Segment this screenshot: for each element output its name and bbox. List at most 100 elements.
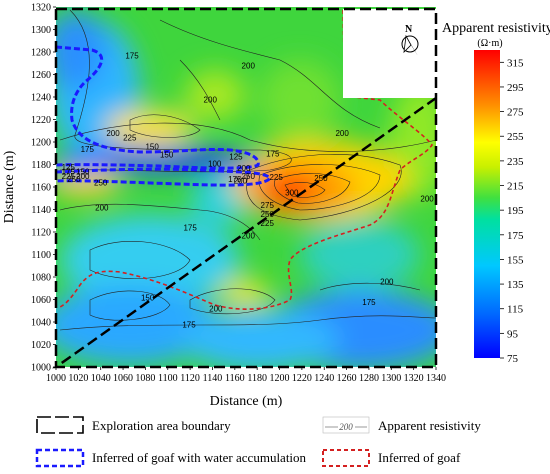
unexplored-area — [343, 9, 436, 98]
legend-label-apparent-resistivity: Apparent resistivity — [378, 418, 481, 433]
north-label: N — [405, 24, 413, 35]
contour-label: 250 — [314, 174, 328, 183]
y-tick-label: 1280 — [31, 48, 51, 59]
contour-label: 300 — [285, 189, 299, 198]
y-tick-label: 1180 — [31, 160, 51, 171]
colorbar-tick-label: 75 — [507, 353, 519, 365]
x-tick-label: 1220 — [292, 373, 312, 384]
contour-label: 150 — [141, 293, 155, 302]
x-tick-label: 1060 — [113, 373, 133, 384]
colorbar-gradient — [474, 50, 500, 358]
contour-label: 225 — [62, 172, 76, 181]
contour-lines — [59, 9, 436, 331]
x-tick-label: 1080 — [135, 373, 155, 384]
x-tick-label: 1120 — [180, 373, 200, 384]
y-axis-ticks: 1000 1020 1040 1060 1080 1100 1120 1140 1160 1180… — [31, 3, 56, 374]
colorbar-tick-label: 315 — [507, 57, 524, 69]
contour-label: 200 — [76, 172, 90, 181]
colorbar-unit: (Ω·m) — [477, 38, 502, 49]
x-tick-label: 1260 — [337, 373, 357, 384]
legend-sample-200: 200 — [339, 422, 353, 432]
exploration-area-boundary — [52, 7, 438, 369]
colorbar-tick-label: 215 — [507, 181, 524, 193]
colorbar-tick-label: 95 — [507, 328, 519, 340]
y-tick-label: 1260 — [31, 70, 51, 81]
contour-label: 175 — [62, 167, 76, 176]
colorbar: Apparent resistivity (Ω·m) 315 295 275 255 2… — [442, 21, 550, 365]
x-axis-label: Distance (m) — [210, 394, 283, 409]
contour-label: 175 — [228, 175, 242, 184]
contour-label: 150 — [145, 143, 159, 152]
x-tick-label: 1140 — [203, 373, 223, 384]
y-tick-label: 1060 — [31, 295, 51, 306]
goaf-water-boundary-lower — [56, 167, 272, 187]
colorbar-tick-label: 135 — [507, 279, 524, 291]
contour-label: 200 — [420, 194, 434, 203]
colorbar-tick-label: 255 — [507, 131, 524, 143]
colorbar-tick-label: 175 — [507, 230, 524, 242]
contour-label: 175 — [183, 224, 197, 233]
contour-label: 250 — [261, 210, 275, 219]
x-axis-ticks: 1000 1020 1040 1060 1080 1100 1120 1140 1160 1180… — [46, 367, 446, 384]
legend-item-exploration-boundary: Exploration area boundary — [36, 416, 231, 434]
contour-label: 225 — [123, 134, 137, 143]
y-tick-label: 1200 — [31, 138, 51, 149]
contour-label: 200 — [209, 305, 223, 314]
y-tick-label: 1100 — [31, 250, 51, 261]
colorbar-tick-label: 295 — [507, 82, 524, 94]
colorbar-tick-label: 235 — [507, 156, 524, 168]
y-tick-label: 1300 — [31, 25, 51, 36]
contour-label: 125 — [229, 153, 243, 162]
y-axis-label: Distance (m) — [2, 150, 17, 223]
contour-label: 200 — [242, 231, 256, 240]
legend-label-goaf: Inferred of goaf — [378, 450, 461, 465]
contour-label: 225 — [261, 219, 275, 228]
contour-label: 250 — [242, 172, 256, 181]
y-tick-label: 1040 — [31, 318, 51, 329]
contour-label: 175 — [182, 320, 196, 329]
y-tick-label: 1000 — [31, 363, 51, 374]
colorbar-tick-label: 155 — [507, 254, 524, 266]
x-tick-label: 1000 — [46, 373, 66, 384]
contour-label: 150 — [160, 150, 174, 159]
x-tick-label: 1200 — [270, 373, 290, 384]
y-tick-label: 1320 — [31, 3, 51, 14]
contour-label: 200 — [380, 278, 394, 287]
goaf-boundary-red — [57, 9, 433, 310]
contour-label: 175 — [266, 149, 280, 158]
x-tick-label: 1180 — [247, 373, 267, 384]
x-tick-label: 1280 — [359, 373, 379, 384]
x-tick-label: 1240 — [314, 373, 334, 384]
contour-label: 225 — [269, 173, 283, 182]
colorbar-tick-label: 195 — [507, 205, 524, 217]
y-tick-label: 1220 — [31, 115, 51, 126]
goaf-water-boundary-upper — [56, 45, 260, 170]
contour-label: 175 — [362, 298, 376, 307]
contour-label: 200 — [204, 95, 218, 104]
colorbar-tick-label: 275 — [507, 107, 524, 119]
x-tick-label: 1020 — [68, 373, 88, 384]
contour-label: 250 — [67, 175, 81, 184]
legend: Exploration area boundary 200 Apparent r… — [35, 416, 481, 468]
contour-label: 250 — [94, 179, 108, 188]
legend-item-goaf-water: Inferred of goaf with water accumulation — [35, 448, 307, 468]
contour-label: 125 — [62, 163, 76, 172]
x-tick-label: 1340 — [426, 373, 446, 384]
contour-label: 275 — [261, 201, 275, 210]
contour-label: 200 — [95, 203, 109, 212]
north-arrow: N — [401, 24, 419, 56]
legend-item-apparent-resistivity: 200 Apparent resistivity — [322, 416, 481, 434]
contour-label: 100 — [208, 159, 222, 168]
contour-label: 200 — [242, 62, 256, 71]
y-tick-label: 1240 — [31, 93, 51, 104]
legend-label-goaf-water: Inferred of goaf with water accumulation — [92, 450, 307, 465]
legend-label-exploration-boundary: Exploration area boundary — [92, 418, 231, 433]
contour-label: 175 — [81, 145, 95, 154]
y-tick-label: 1080 — [31, 273, 51, 284]
y-tick-label: 1160 — [31, 183, 51, 194]
contour-label: 150 — [76, 167, 90, 176]
x-tick-label: 1040 — [91, 373, 111, 384]
colorbar-tick-label: 115 — [507, 304, 524, 316]
contour-label: 200 — [335, 129, 349, 138]
